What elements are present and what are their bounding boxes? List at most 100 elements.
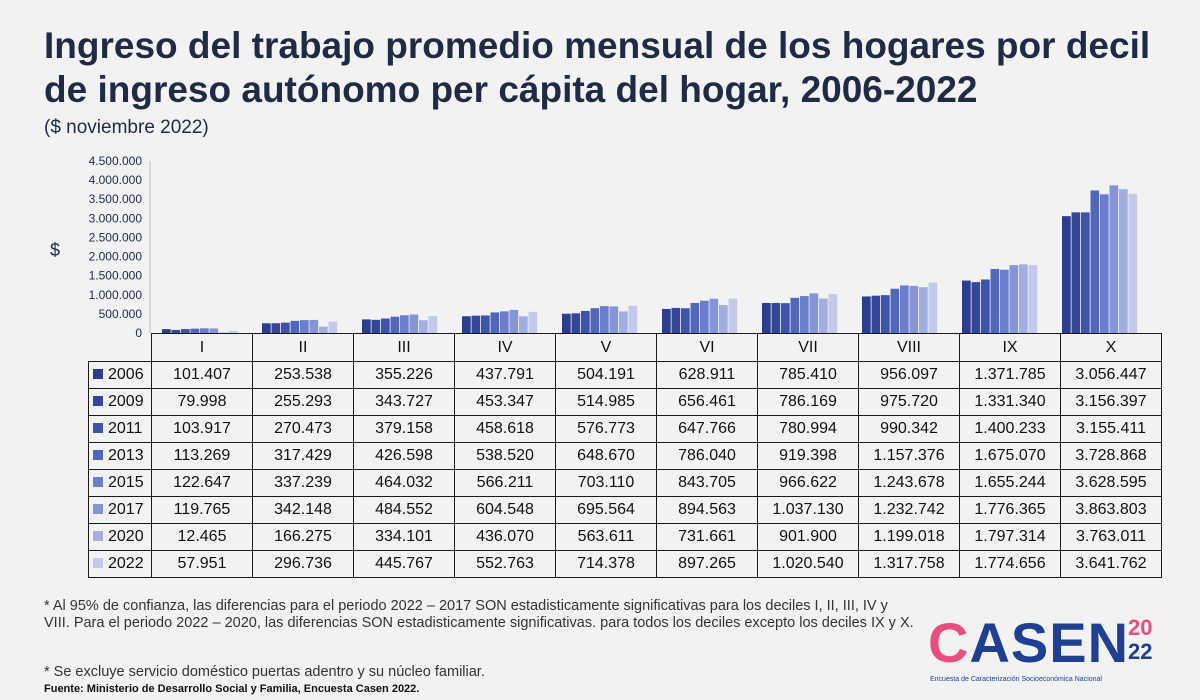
value-cell: 552.763 (454, 550, 556, 578)
decile-header: I (151, 333, 253, 362)
bar-2022-V (628, 305, 638, 333)
series-swatch (93, 368, 103, 379)
bar-2015-VII (800, 296, 809, 333)
bar-2013-IV (490, 312, 500, 333)
series-swatch (93, 557, 103, 568)
value-cell: 355.226 (353, 361, 455, 389)
value-cell: 103.917 (151, 415, 253, 443)
y-tick-label: 3.000.000 (89, 211, 143, 225)
year-cell: 2011 (88, 415, 152, 443)
value-cell: 12.465 (151, 523, 253, 551)
bar-2009-V (571, 313, 581, 333)
value-cell: 270.473 (252, 415, 354, 443)
source-note: Fuente: Ministerio de Desarrollo Social … (44, 683, 420, 695)
decile-header: X (1060, 333, 1162, 362)
bar-2006-III (362, 319, 371, 333)
logo-year: 20 22 (1128, 616, 1152, 664)
value-cell: 445.767 (353, 550, 455, 578)
year-cell: 2013 (88, 442, 152, 470)
value-cell: 3.155.411 (1060, 415, 1162, 443)
bar-2013-VIII (890, 288, 900, 333)
bar-2022-II (328, 321, 338, 333)
value-cell: 464.032 (353, 469, 455, 497)
value-cell: 897.265 (656, 550, 758, 578)
table-row: 2011 103.917 270.473 379.158 458.618 576.773 6… (88, 415, 1162, 443)
year-label: 2011 (108, 419, 143, 437)
bar-2017-VI (709, 298, 719, 333)
value-cell: 379.158 (353, 415, 455, 443)
value-cell: 780.994 (757, 415, 859, 443)
bar-2020-I (219, 332, 228, 334)
bar-2006-VI (662, 308, 671, 333)
bar-2006-II (262, 323, 271, 333)
bar-2022-VII (828, 293, 838, 333)
bar-2006-VII (762, 302, 771, 333)
table-header-row: I II III IV V VI VII VIII IX X (88, 333, 1162, 362)
value-cell: 1.675.070 (959, 442, 1061, 470)
value-cell: 343.727 (353, 388, 455, 416)
value-cell: 731.661 (656, 523, 758, 551)
bar-2020-V (619, 311, 628, 333)
value-cell: 3.763.011 (1060, 523, 1162, 551)
logo-wordmark: CASEN (928, 612, 1129, 674)
value-cell: 101.407 (151, 361, 253, 389)
chart-subtitle: ($ noviembre 2022) (44, 117, 209, 138)
y-tick-label: 2.000.000 (89, 250, 143, 264)
bar-2013-I (190, 328, 200, 333)
bar-2017-V (609, 306, 619, 333)
value-cell: 79.998 (151, 388, 253, 416)
bar-2015-IX (1000, 269, 1009, 333)
bar-2015-III (400, 315, 409, 333)
y-tick-label: 2.500.000 (89, 230, 143, 244)
value-cell: 1.020.540 (757, 550, 859, 578)
value-cell: 437.791 (454, 361, 556, 389)
value-cell: 342.148 (252, 496, 354, 524)
series-swatch (93, 449, 103, 460)
bar-2017-I (209, 328, 219, 333)
bar-2015-X (1100, 194, 1109, 333)
series-swatch (93, 476, 103, 487)
bar-2011-VII (781, 303, 790, 333)
table-corner (88, 333, 152, 362)
value-cell: 166.275 (252, 523, 354, 551)
year-label: 2006 (108, 365, 144, 383)
significance-note: * Al 95% de confianza, las diferencias p… (44, 598, 914, 632)
value-cell: 504.191 (555, 361, 657, 389)
bar-2011-III (381, 318, 390, 333)
value-cell: 975.720 (858, 388, 960, 416)
bar-2011-IX (981, 279, 990, 333)
value-cell: 1.797.314 (959, 523, 1061, 551)
y-tick-label: 4.500.000 (89, 154, 143, 168)
y-tick-label: 500.000 (99, 307, 143, 321)
value-cell: 647.766 (656, 415, 758, 443)
bar-2020-VII (819, 298, 828, 333)
bar-2020-VIII (919, 287, 928, 333)
bar-2020-VI (719, 305, 728, 333)
table-row: 2009 79.998 255.293 343.727 453.347 514.985 65… (88, 388, 1162, 416)
year-label: 2015 (108, 473, 144, 491)
value-cell: 119.765 (151, 496, 253, 524)
value-cell: 901.900 (757, 523, 859, 551)
bar-2011-V (581, 310, 590, 333)
value-cell: 703.110 (555, 469, 657, 497)
y-axis-label: $ (50, 240, 61, 260)
value-cell: 3.156.397 (1060, 388, 1162, 416)
value-cell: 786.040 (656, 442, 758, 470)
value-cell: 1.243.678 (858, 469, 960, 497)
y-tick-label: 0 (135, 326, 142, 340)
bar-2015-IV (500, 311, 509, 333)
value-cell: 695.564 (555, 496, 657, 524)
bar-2015-V (600, 306, 609, 333)
bar-2015-VI (700, 300, 709, 333)
bar-2006-IX (962, 280, 971, 333)
y-tick-label: 4.000.000 (89, 173, 143, 187)
year-label: 2009 (108, 392, 144, 410)
decile-header: II (252, 333, 354, 362)
value-cell: 1.317.758 (858, 550, 960, 578)
bar-2017-II (309, 319, 319, 333)
value-cell: 628.911 (656, 361, 758, 389)
value-cell: 1.774.656 (959, 550, 1061, 578)
bar-2009-I (171, 329, 181, 333)
logo-tagline: Encuesta de Caracterización Socioeconómi… (930, 676, 1102, 683)
bar-2011-I (181, 329, 190, 333)
